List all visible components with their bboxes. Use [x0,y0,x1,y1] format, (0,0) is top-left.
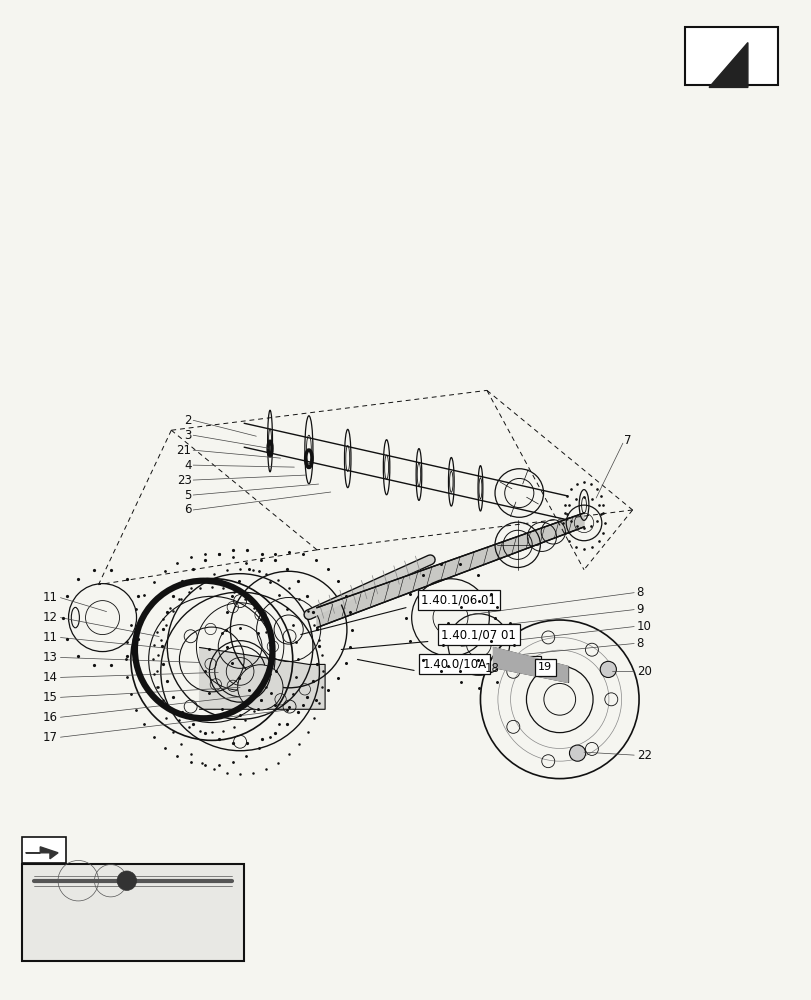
Bar [22,837,66,863]
Bar [22,864,244,961]
Text: 23: 23 [177,474,191,487]
Text: 6: 6 [184,503,191,516]
Text: 1.40.1/07 01: 1.40.1/07 01 [441,628,516,641]
Circle shape [238,665,283,710]
Text: 9: 9 [636,603,643,616]
Text: 13: 13 [43,651,58,664]
Polygon shape [26,847,58,859]
Text: 1.40.0/10A: 1.40.0/10A [422,658,486,671]
Text: 11: 11 [43,591,58,604]
Circle shape [569,745,585,761]
Polygon shape [493,647,567,682]
Text: 8: 8 [636,637,643,650]
Text: 15: 15 [43,691,58,704]
Circle shape [117,871,136,890]
Text: 1.40.1/06 01: 1.40.1/06 01 [421,593,496,606]
Bar [684,27,777,85]
Text: 7: 7 [624,434,631,447]
Text: 16: 16 [43,711,58,724]
Text: 1: 1 [530,659,537,669]
Text: 20: 20 [636,665,650,678]
Text: 18: 18 [484,662,500,675]
Text: 12: 12 [43,611,58,624]
Text: 5: 5 [184,489,191,502]
Polygon shape [200,647,324,709]
Text: 14: 14 [43,671,58,684]
Polygon shape [708,43,747,87]
Circle shape [599,661,616,678]
Polygon shape [316,513,583,628]
Text: 17: 17 [43,731,58,744]
Text: 11: 11 [43,631,58,644]
Text: 22: 22 [636,749,650,762]
Text: 21: 21 [176,444,191,457]
Text: 8: 8 [636,586,643,599]
Text: 3: 3 [184,429,191,442]
Text: 19: 19 [538,662,551,672]
Text: 4: 4 [184,459,191,472]
Text: 2: 2 [184,414,191,427]
Text: 10: 10 [636,620,650,633]
